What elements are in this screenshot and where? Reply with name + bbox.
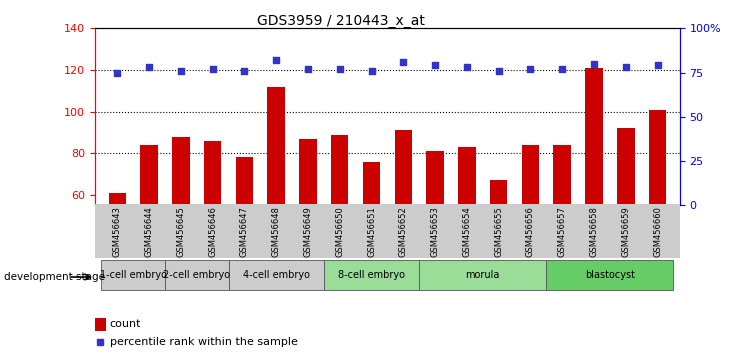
Point — [525, 66, 537, 72]
Point — [143, 64, 155, 70]
Bar — [363, 161, 380, 320]
Bar — [172, 137, 189, 320]
Text: count: count — [110, 319, 141, 329]
Point — [556, 66, 568, 72]
Point — [207, 66, 219, 72]
Point — [334, 66, 346, 72]
Text: GSM456653: GSM456653 — [431, 206, 439, 257]
Text: development stage: development stage — [4, 272, 105, 282]
Bar — [649, 109, 667, 320]
Text: GSM456659: GSM456659 — [621, 206, 630, 257]
Bar — [95, 318, 105, 331]
Point — [588, 61, 600, 67]
Text: GSM456644: GSM456644 — [145, 206, 154, 257]
Point — [175, 68, 186, 74]
Bar — [586, 68, 603, 320]
Point — [493, 68, 504, 74]
Text: GSM456658: GSM456658 — [589, 206, 599, 257]
Bar — [419, 260, 546, 290]
Text: GSM456660: GSM456660 — [653, 206, 662, 257]
Point — [620, 64, 632, 70]
Bar — [268, 87, 285, 320]
Bar — [490, 180, 507, 320]
Text: GSM456645: GSM456645 — [176, 206, 186, 257]
Bar — [102, 260, 165, 290]
Bar — [458, 147, 476, 320]
Text: GSM456651: GSM456651 — [367, 206, 376, 257]
Bar — [395, 130, 412, 320]
Text: GSM456643: GSM456643 — [113, 206, 122, 257]
Text: GSM456646: GSM456646 — [208, 206, 217, 257]
Bar — [165, 260, 229, 290]
Text: percentile rank within the sample: percentile rank within the sample — [110, 337, 298, 347]
Bar — [299, 139, 317, 320]
Text: 8-cell embryo: 8-cell embryo — [338, 270, 405, 280]
Text: GSM456652: GSM456652 — [399, 206, 408, 257]
Bar — [204, 141, 221, 320]
Text: GSM456654: GSM456654 — [463, 206, 471, 257]
Text: morula: morula — [466, 270, 500, 280]
Text: GSM456650: GSM456650 — [336, 206, 344, 257]
Text: GSM456647: GSM456647 — [240, 206, 249, 257]
Bar — [553, 145, 571, 320]
Text: GSM456656: GSM456656 — [526, 206, 535, 257]
Bar — [235, 158, 253, 320]
Bar — [108, 193, 126, 320]
Text: GSM456648: GSM456648 — [272, 206, 281, 257]
Text: GDS3959 / 210443_x_at: GDS3959 / 210443_x_at — [257, 14, 425, 28]
Point — [111, 70, 123, 75]
Bar — [331, 135, 349, 320]
Text: GSM456649: GSM456649 — [303, 206, 312, 257]
Text: GSM456655: GSM456655 — [494, 206, 503, 257]
Point — [366, 68, 377, 74]
Text: GSM456657: GSM456657 — [558, 206, 567, 257]
Bar — [617, 128, 635, 320]
Text: 1-cell embryo: 1-cell embryo — [99, 270, 167, 280]
Point — [461, 64, 473, 70]
Text: 4-cell embryo: 4-cell embryo — [243, 270, 310, 280]
Bar — [426, 151, 444, 320]
Bar — [229, 260, 324, 290]
Text: blastocyst: blastocyst — [585, 270, 635, 280]
Point — [238, 68, 250, 74]
Point — [398, 59, 409, 65]
Bar — [140, 145, 158, 320]
Point — [302, 66, 314, 72]
Bar — [522, 145, 539, 320]
Point — [429, 63, 441, 68]
Point — [652, 63, 664, 68]
Text: 2-cell embryo: 2-cell embryo — [163, 270, 230, 280]
Bar — [546, 260, 673, 290]
Bar — [324, 260, 419, 290]
Point — [270, 57, 282, 63]
